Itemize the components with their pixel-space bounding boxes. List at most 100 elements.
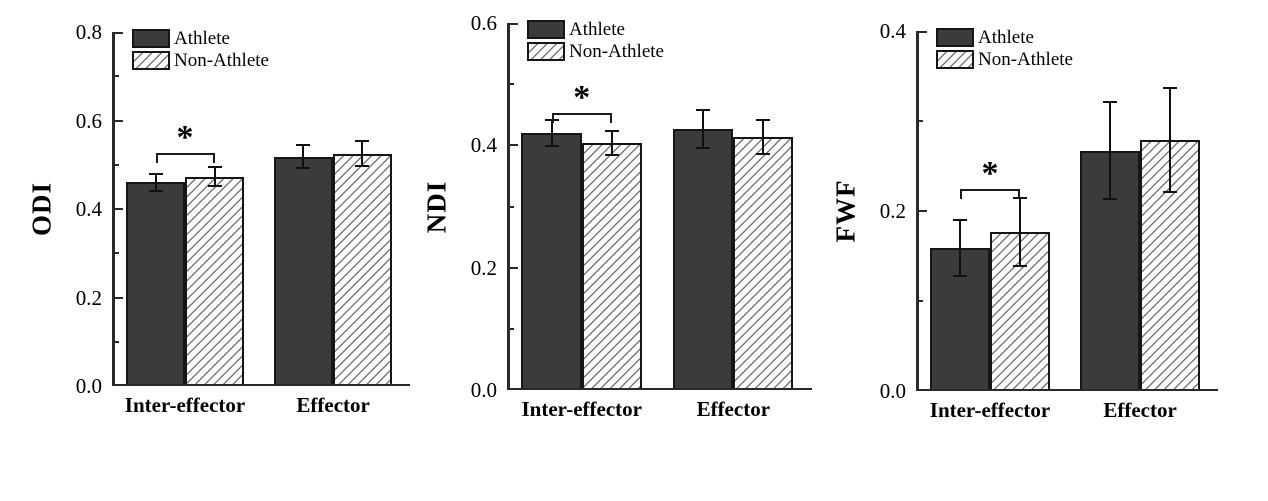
legend: Athlete Non-Athlete	[936, 27, 1073, 71]
y-minor-tick	[114, 340, 119, 343]
significance-bracket	[960, 188, 1020, 199]
x-axis	[112, 383, 410, 386]
error-bar-cap-bottom	[544, 145, 559, 148]
error-bar-cap-top	[148, 173, 163, 176]
x-axis	[507, 387, 812, 390]
error-bar-cap-bottom	[1012, 264, 1027, 267]
error-bar-cap-top	[1102, 101, 1117, 104]
legend-label: Non-Athlete	[569, 41, 664, 62]
error-bar-cap-top	[953, 219, 968, 222]
error-bar-line	[550, 119, 553, 148]
error-bar-cap-bottom	[296, 167, 311, 170]
y-axis-title: FWF	[830, 179, 861, 243]
legend-swatch-athlete	[527, 20, 565, 39]
y-tick-label: 0.0	[470, 378, 497, 402]
error-bar-cap-bottom	[207, 185, 222, 188]
y-minor-tick	[509, 205, 514, 208]
category-label: Effector	[696, 397, 771, 421]
category-label: Effector	[296, 393, 370, 417]
y-tick-label: 0.2	[470, 255, 497, 280]
y-axis	[916, 31, 919, 391]
category-label: Inter-effector	[929, 398, 1051, 422]
error-bar-line	[213, 166, 216, 188]
error-bar-cap-bottom	[148, 189, 163, 192]
error-bar-line	[1168, 86, 1171, 193]
legend-item-non-athlete: Non-Athlete	[527, 41, 664, 62]
y-tick-label: 0.6	[75, 108, 102, 133]
legend: Athlete Non-Athlete	[527, 19, 664, 63]
y-major-tick	[509, 266, 518, 269]
y-minor-tick	[918, 120, 923, 122]
y-minor-tick	[509, 327, 514, 330]
y-tick-label: 0.4	[879, 19, 906, 43]
x-axis	[916, 388, 1218, 391]
y-tick-label: 0.4	[470, 133, 497, 158]
significance-asterisk: *	[573, 78, 591, 116]
error-bar-cap-bottom	[695, 147, 710, 149]
error-bar-cap-top	[695, 108, 710, 111]
error-bar-line	[154, 173, 157, 192]
significance-asterisk: *	[981, 154, 999, 192]
bar-athlete	[273, 156, 333, 386]
error-bar-line	[1108, 101, 1111, 201]
y-major-tick	[114, 32, 123, 34]
bar-athlete	[126, 182, 185, 386]
significance-bracket	[551, 112, 612, 123]
error-bar-cap-bottom	[1162, 191, 1177, 193]
bar-non-athlete	[185, 176, 244, 386]
bar-non-athlete	[989, 231, 1050, 391]
error-bar-cap-bottom	[604, 153, 619, 156]
legend-swatch-non-athlete	[132, 51, 170, 70]
y-major-tick	[114, 208, 123, 210]
legend-swatch-non-athlete	[527, 42, 565, 61]
y-tick-label: 0.6	[470, 11, 497, 35]
legend-label: Athlete	[174, 28, 230, 49]
bar-non-athlete	[733, 136, 794, 390]
y-tick-label: 0.4	[75, 197, 102, 221]
error-bar-cap-bottom	[1102, 198, 1117, 201]
error-bar-cap-top	[1162, 86, 1177, 89]
bar-athlete	[672, 128, 733, 390]
y-major-tick	[918, 210, 927, 212]
error-bar-line	[610, 130, 613, 156]
category-label: Effector	[1103, 398, 1177, 422]
bar-athlete	[521, 133, 582, 390]
error-bar-cap-top	[355, 139, 370, 142]
error-bar-cap-top	[1012, 196, 1027, 199]
legend-label: Athlete	[569, 19, 625, 40]
error-bar-line	[361, 139, 364, 168]
error-bar-cap-bottom	[953, 274, 968, 277]
y-tick-label: 0.0	[75, 374, 102, 398]
error-bar-line	[302, 144, 305, 170]
bar-non-athlete	[332, 153, 392, 386]
y-major-tick	[114, 296, 123, 299]
legend-swatch-athlete	[132, 29, 170, 48]
y-minor-tick	[509, 83, 514, 86]
y-axis	[112, 32, 115, 386]
y-axis-title: ODI	[26, 181, 57, 237]
error-bar-cap-bottom	[355, 165, 370, 168]
legend: Athlete Non-Athlete	[132, 28, 269, 72]
y-major-tick	[509, 144, 518, 147]
y-major-tick	[509, 23, 518, 25]
legend-swatch-athlete	[936, 28, 974, 47]
significance-asterisk: *	[176, 118, 194, 156]
error-bar-cap-top	[604, 130, 619, 133]
y-tick-label: 0.2	[879, 199, 906, 223]
legend-label: Non-Athlete	[978, 49, 1073, 70]
legend-swatch-non-athlete	[936, 50, 974, 69]
chart-panel-ndi: Inter-effector Effector 0.0 0.2 0.4 0.6 NDI Ath…	[422, 13, 812, 421]
y-tick-label: 0.8	[75, 20, 102, 44]
y-axis	[507, 23, 510, 390]
y-minor-tick	[114, 75, 119, 78]
significance-bracket	[155, 152, 215, 163]
bar-non-athlete	[581, 142, 643, 390]
y-tick-label: 0.0	[879, 379, 906, 403]
error-bar-line	[1018, 196, 1021, 267]
chart-panel-fwf: Inter-effector Effector 0.0 0.2 0.4 FWF Athlet…	[831, 21, 1218, 422]
legend-item-non-athlete: Non-Athlete	[132, 50, 269, 71]
y-minor-tick	[114, 252, 119, 255]
y-axis-title: NDI	[421, 180, 452, 233]
legend-item-athlete: Athlete	[936, 27, 1073, 48]
